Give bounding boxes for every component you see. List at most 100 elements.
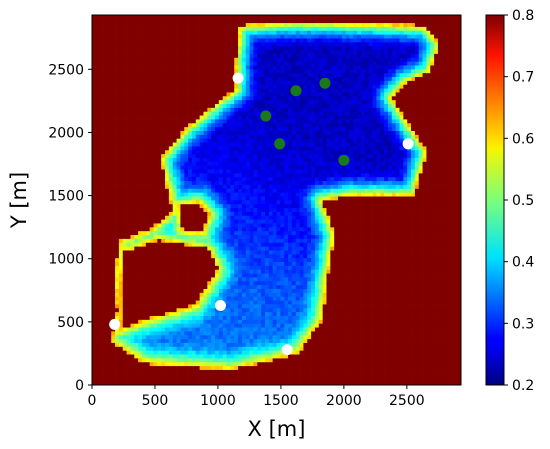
heatmap-cell <box>249 265 254 270</box>
heatmap-cell <box>280 358 285 363</box>
heatmap-cell <box>103 288 108 293</box>
heatmap-cell <box>295 327 300 332</box>
heatmap-cell <box>92 354 97 359</box>
heatmap-cell <box>318 280 323 286</box>
heatmap-cell <box>361 323 366 328</box>
heatmap-cell <box>165 331 170 336</box>
heatmap-cell <box>207 323 212 328</box>
heatmap-cell <box>376 192 381 197</box>
heatmap-cell <box>234 373 239 378</box>
heatmap-cell <box>307 342 312 347</box>
heatmap-cell <box>188 327 193 332</box>
heatmap-cell <box>268 311 273 316</box>
heatmap-cell <box>334 350 339 355</box>
heatmap-cell <box>457 307 462 313</box>
heatmap-cell <box>380 188 385 193</box>
heatmap-cell <box>111 304 116 309</box>
heatmap-cell <box>338 304 343 309</box>
heatmap-cell <box>391 300 396 305</box>
heatmap-cell <box>291 307 297 313</box>
heatmap-cell <box>257 373 262 378</box>
heatmap-cell <box>445 211 450 216</box>
heatmap-cell <box>180 203 185 209</box>
heatmap-cell <box>188 334 193 340</box>
heatmap-cell <box>326 192 331 197</box>
heatmap-cell <box>418 338 423 343</box>
heatmap-cell <box>414 284 420 289</box>
heatmap-cell <box>341 280 347 286</box>
heatmap-cell <box>403 377 408 382</box>
heatmap-cell <box>176 234 181 239</box>
heatmap-cell <box>222 280 227 286</box>
heatmap-cell <box>303 338 308 343</box>
heatmap-cell <box>211 207 216 212</box>
heatmap-cell <box>368 334 373 340</box>
heatmap-cell <box>172 226 177 232</box>
heatmap-cell <box>145 284 150 289</box>
heatmap-cell <box>168 226 174 232</box>
heatmap-cell <box>380 200 385 205</box>
heatmap-cell <box>184 261 189 266</box>
heatmap-cell <box>368 211 373 216</box>
heatmap-cell <box>322 192 327 197</box>
heatmap-cell <box>99 319 104 324</box>
heatmap-cell <box>322 307 327 313</box>
heatmap-cell <box>134 273 139 278</box>
heatmap-cell <box>145 253 150 259</box>
heatmap-cell <box>372 257 377 263</box>
heatmap-cell <box>141 223 147 228</box>
heatmap-cell <box>453 277 458 282</box>
heatmap-cell <box>414 273 420 278</box>
heatmap-cell <box>268 246 273 251</box>
heatmap-cell <box>191 196 197 201</box>
heatmap-cell <box>99 331 104 336</box>
heatmap-cell <box>253 307 258 313</box>
heatmap-cell <box>434 334 439 340</box>
heatmap-cell <box>176 265 181 270</box>
heatmap-cell <box>268 230 273 236</box>
heatmap-cell <box>115 265 120 270</box>
heatmap-cell <box>449 234 454 239</box>
heatmap-cell <box>222 188 227 193</box>
heatmap-cell <box>349 207 354 212</box>
heatmap-cell <box>168 280 174 286</box>
heatmap-cell <box>276 277 281 282</box>
heatmap-cell <box>326 307 331 313</box>
heatmap-cell <box>434 331 439 336</box>
heatmap-cell <box>288 354 293 359</box>
heatmap-cell <box>138 280 143 286</box>
heatmap-cell <box>122 338 127 343</box>
heatmap-cell <box>418 377 423 382</box>
heatmap-cell <box>295 331 300 336</box>
heatmap-cell <box>268 319 273 324</box>
heatmap-cell <box>395 196 400 201</box>
heatmap-cell <box>299 361 304 367</box>
heatmap-cell <box>288 377 293 382</box>
heatmap-cell <box>218 311 224 316</box>
heatmap-cell <box>184 234 189 239</box>
heatmap-cell <box>453 292 458 297</box>
heatmap-cell <box>399 284 404 289</box>
heatmap-cell <box>422 273 427 278</box>
heatmap-cell <box>95 284 101 289</box>
heatmap-cell <box>103 230 108 236</box>
heatmap-cell <box>380 365 385 370</box>
heatmap-cell <box>411 342 416 347</box>
heatmap-cell <box>422 257 427 263</box>
heatmap-cell <box>334 223 339 228</box>
heatmap-cell <box>161 300 166 305</box>
heatmap-cell <box>103 215 108 220</box>
heatmap-cell <box>395 223 400 228</box>
heatmap-cell <box>372 377 377 382</box>
heatmap-cell <box>288 211 293 216</box>
heatmap-cell <box>314 296 320 301</box>
heatmap-cell <box>453 200 458 205</box>
heatmap-cell <box>407 311 412 316</box>
heatmap-cell <box>261 215 266 220</box>
heatmap-cell <box>399 230 404 236</box>
heatmap-cell <box>391 354 396 359</box>
heatmap-cell <box>103 265 108 270</box>
heatmap-cell <box>218 338 224 343</box>
heatmap-cell <box>257 338 262 343</box>
heatmap-cell <box>434 323 439 328</box>
